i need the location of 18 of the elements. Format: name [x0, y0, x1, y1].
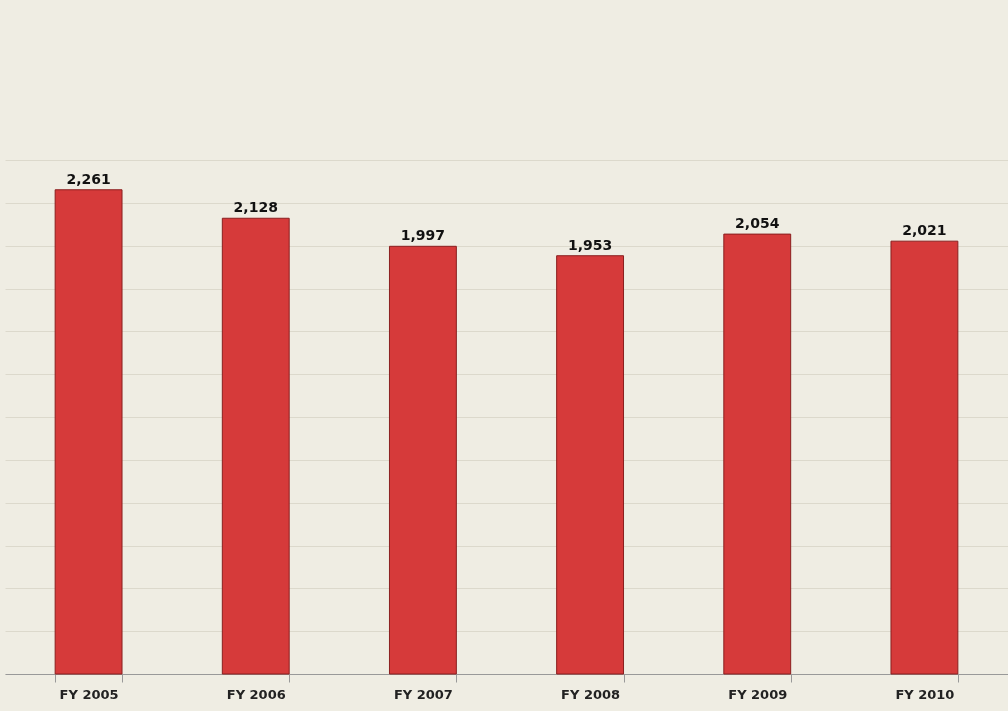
bar	[221, 217, 290, 675]
data-label: 2,054	[735, 215, 780, 232]
data-label: 1,997	[400, 227, 446, 244]
data-label: 2,261	[66, 170, 111, 187]
bar	[54, 189, 123, 675]
x-tick-label: FY 2010	[895, 686, 955, 702]
x-tick-label: FY 2008	[561, 686, 621, 702]
x-tick-label: FY 2007	[393, 686, 453, 702]
bar	[556, 255, 625, 675]
bar	[890, 240, 959, 675]
x-tick-label: FY 2005	[59, 686, 119, 702]
data-label: 1,953	[567, 236, 613, 253]
data-label: 2,128	[233, 199, 278, 216]
data-label: 2,021	[902, 222, 947, 239]
bar	[388, 245, 457, 675]
bar	[723, 233, 792, 675]
x-tick-label: FY 2009	[728, 686, 788, 702]
x-tick-label: FY 2006	[226, 686, 286, 702]
